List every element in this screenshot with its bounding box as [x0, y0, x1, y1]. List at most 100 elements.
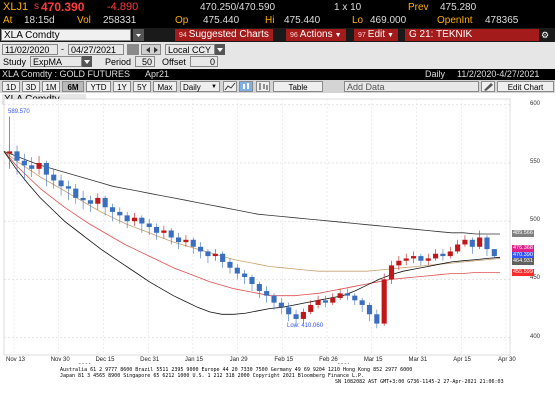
candle-body: [227, 261, 233, 268]
x-tick-label: Feb 15: [274, 357, 294, 363]
openint-label: OpenInt: [437, 15, 473, 26]
ma-line: [3, 151, 501, 315]
candle-body: [344, 293, 351, 296]
x-tick-label: Apr 15: [453, 357, 471, 363]
candle-body: [190, 239, 196, 247]
end-date-field[interactable]: 04/27/2021: [68, 44, 124, 55]
low-value: 469.000: [370, 15, 407, 26]
date-separator-icon: -: [61, 44, 64, 54]
range-1y-button[interactable]: 1Y: [113, 81, 131, 92]
range-5y-button[interactable]: 5Y: [133, 81, 151, 92]
offset-field[interactable]: 0: [190, 56, 218, 67]
range-max-button[interactable]: Max: [153, 81, 177, 92]
date-arrows-button[interactable]: [141, 44, 161, 55]
ma-line: [3, 151, 500, 297]
range-1m-button[interactable]: 1M: [42, 81, 60, 92]
vol-value: 258331: [103, 15, 137, 26]
currency-dropdown-icon[interactable]: [215, 44, 225, 55]
candle-body: [403, 258, 409, 261]
ma-line: [3, 151, 500, 235]
add-data-field[interactable]: Add Data: [344, 81, 479, 92]
candle-body: [43, 163, 49, 175]
candle-body: [256, 284, 262, 291]
frequency-select-value: Daily: [183, 83, 201, 92]
actions-button[interactable]: 96 Actions ▼: [286, 29, 346, 41]
net-change: -4.890: [107, 1, 139, 13]
chart-title-button[interactable]: G 21: TEKNIK COZUMLEM...: [405, 29, 539, 41]
edit-chart-button[interactable]: Edit Chart: [497, 81, 554, 92]
candle-body: [183, 239, 189, 243]
suggested-charts-button[interactable]: 94 Suggested Charts: [175, 29, 273, 41]
y-tick-label: 400: [530, 333, 541, 340]
candle-body: [168, 230, 174, 238]
footer-line1: Australia 61 2 9777 8600 Brazil 5511 239…: [60, 367, 413, 373]
actions-num: 96: [290, 32, 298, 39]
security-dropdown-icon[interactable]: [133, 29, 144, 41]
candle-body: [484, 237, 490, 250]
bid-ask-size: 1 x 10: [334, 2, 362, 13]
study-dropdown-icon[interactable]: [82, 56, 92, 67]
candle-body: [322, 300, 329, 303]
footer-line2: Japan 81 3 4565 8900 Singapore 65 6212 1…: [60, 373, 365, 379]
x-tick-label: Jan 29: [229, 357, 248, 363]
range-1d-button[interactable]: 1D: [2, 81, 20, 92]
study-field[interactable]: ExpMA: [30, 56, 82, 67]
line-chart-icon[interactable]: [223, 81, 237, 92]
candle-body: [212, 253, 218, 257]
last-value-tag: 470.390: [512, 252, 534, 260]
range-3d-button[interactable]: 3D: [22, 81, 40, 92]
candle-body: [117, 211, 123, 216]
footer-contacts: Australia 61 2 9777 8600 Brazil 5511 239…: [0, 364, 555, 400]
candle-body: [80, 197, 86, 201]
low-label: Lo: [352, 15, 364, 26]
start-date-field[interactable]: 11/02/2020: [2, 44, 58, 55]
open-label: Op: [175, 15, 189, 26]
candle-body: [388, 265, 395, 280]
range-6m-button[interactable]: 6M: [62, 81, 84, 92]
candle-body: [205, 251, 211, 257]
candle-body: [51, 174, 57, 181]
calendar-icon[interactable]: [127, 44, 139, 55]
candle-body: [21, 160, 27, 166]
settings-icon[interactable]: ⚙: [541, 30, 550, 40]
candle-body: [36, 163, 42, 169]
candle-chart-icon[interactable]: [239, 81, 253, 92]
security-field[interactable]: XLA Comdty: [1, 29, 131, 41]
actions-label: Actions: [299, 29, 333, 40]
y-tick-label: 450: [530, 275, 541, 282]
candle-body: [440, 253, 446, 257]
candle-body: [300, 311, 306, 319]
candle-body: [131, 217, 138, 222]
currency-value: Local CCY: [168, 45, 212, 55]
candle-body: [153, 227, 160, 233]
currency-field[interactable]: Local CCY: [165, 44, 215, 55]
candle-body: [462, 239, 468, 245]
candle-body: [381, 279, 387, 324]
candle-body: [396, 260, 402, 266]
bar-chart-icon[interactable]: [256, 81, 270, 92]
range-ytd-button[interactable]: YTD: [86, 81, 111, 92]
table-button[interactable]: Table: [273, 81, 323, 92]
bid-ask: 470.250/470.590: [200, 2, 276, 13]
high-label: Hi: [265, 15, 275, 26]
edit-button[interactable]: 97 Edit ▼: [354, 29, 398, 41]
candle-body: [286, 307, 292, 315]
candle-body: [418, 256, 424, 261]
candle-body: [7, 151, 13, 154]
footer-line3: SN 1082082 AST GMT+3:00 G736-1145-2 27-A…: [335, 379, 504, 385]
frequency-select[interactable]: Daily ▼: [180, 81, 220, 92]
period-field[interactable]: 50: [135, 56, 155, 67]
edit-dropdown-icon: ▼: [387, 32, 394, 39]
x-tick-label: Nov 13: [6, 357, 26, 363]
candle-body: [29, 165, 35, 169]
function-toolbar: XLA Comdty 94 Suggested Charts 96 Actions ▼…: [0, 28, 555, 42]
candle-body: [73, 188, 79, 198]
openint-value: 478365: [485, 15, 519, 26]
x-tick-label: Jan 15: [184, 357, 203, 363]
pencil-icon[interactable]: [481, 81, 495, 92]
candle-body: [220, 253, 226, 262]
ticker: XLJ1: [3, 1, 29, 13]
edit-label: Edit: [367, 29, 386, 40]
last-price: 470.390: [41, 0, 85, 14]
